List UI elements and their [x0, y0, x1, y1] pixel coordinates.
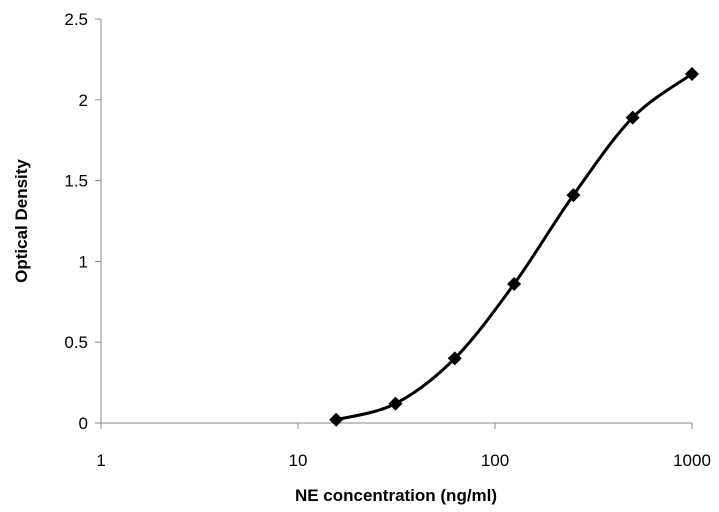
y-tick-label: 2: [79, 91, 88, 110]
data-points: [329, 66, 699, 427]
axes: [100, 19, 692, 424]
x-tick-label: 100: [481, 451, 509, 470]
y-ticks: 0 0.5 1 1.5 2 2.5: [64, 10, 101, 433]
x-tick-label: 10: [289, 451, 308, 470]
data-point-marker: [447, 351, 462, 366]
y-tick-label: 0.5: [64, 333, 88, 352]
data-point-marker: [507, 277, 522, 292]
data-point-marker: [566, 188, 581, 203]
data-point-marker: [685, 66, 699, 81]
x-axis-title: NE concentration (ng/ml): [295, 486, 497, 505]
data-point-marker: [329, 412, 344, 427]
y-axis-title: Optical Density: [12, 159, 31, 283]
data-point-marker: [388, 396, 403, 411]
y-tick-label: 2.5: [64, 10, 88, 29]
data-point-marker: [625, 110, 640, 125]
y-tick-label: 1: [79, 252, 88, 271]
y-tick-label: 1.5: [64, 172, 88, 191]
x-tick-label: 1: [96, 451, 105, 470]
x-ticks: 1 10 100 1000: [96, 423, 711, 470]
x-tick-label: 1000: [673, 451, 711, 470]
series-line: [335, 72, 693, 422]
y-tick-label: 0: [79, 414, 88, 433]
